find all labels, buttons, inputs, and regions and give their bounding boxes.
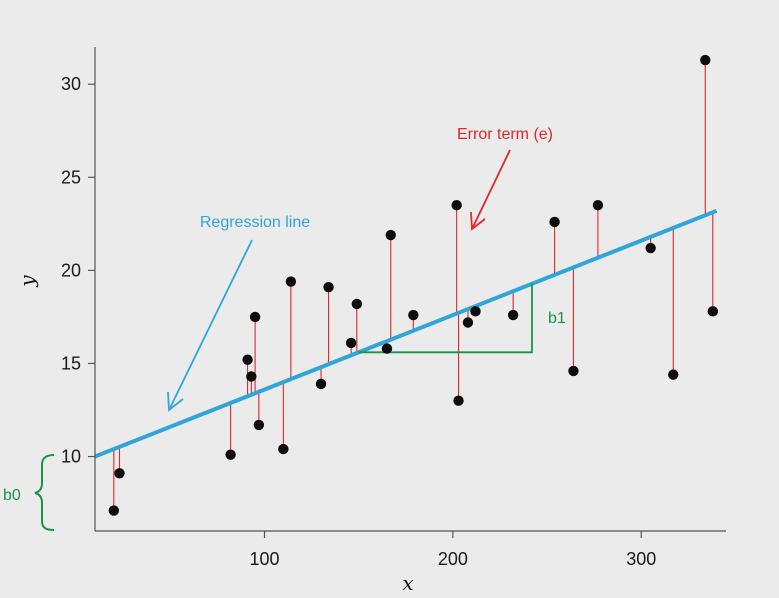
data-point	[315, 378, 327, 390]
data-point	[253, 419, 265, 431]
data-point	[278, 443, 289, 455]
y-tick-label: 10	[61, 447, 81, 467]
error-arrow	[472, 149, 511, 228]
data-point	[114, 468, 125, 479]
y-tick-label: 20	[61, 260, 81, 280]
slope-triangle-lines	[358, 283, 533, 354]
error-term-label: Error term (e)	[457, 126, 553, 143]
x-tick-label: 100	[249, 549, 279, 569]
error-annotation: Error term (e)	[457, 126, 553, 231]
data-point	[470, 306, 481, 317]
data-point	[645, 242, 656, 254]
y-tick-label: 15	[61, 353, 81, 373]
slope-triangle	[358, 283, 533, 354]
regression-arrow-head	[167, 391, 184, 412]
data-point	[408, 309, 419, 321]
y-tick-label: 25	[61, 167, 81, 187]
data-point	[451, 200, 462, 211]
data-point	[668, 369, 679, 380]
intercept-label: b0	[3, 487, 21, 504]
data-point	[108, 505, 120, 516]
data-point	[246, 371, 257, 382]
data-point	[351, 298, 363, 310]
residual-lines	[113, 60, 714, 511]
data-point	[549, 216, 560, 228]
data-point	[242, 354, 253, 365]
data-point	[225, 449, 236, 460]
x-tick-label: 200	[438, 549, 468, 569]
data-point	[323, 281, 334, 293]
x-tick-label: 300	[626, 549, 656, 569]
intercept-annotation: b0	[3, 454, 55, 531]
regression-line-label: Regression line	[200, 214, 310, 231]
slope-label: b1	[548, 310, 566, 327]
x-axis-title: x	[402, 571, 413, 595]
data-point	[453, 395, 464, 406]
data-point	[700, 54, 711, 66]
data-point	[381, 343, 393, 354]
data-point	[592, 200, 604, 211]
data-point	[707, 306, 719, 317]
regression-line-group	[94, 208, 718, 459]
data-point	[249, 311, 261, 323]
data-point	[507, 309, 519, 321]
data-point	[345, 337, 357, 349]
regression-arrow	[169, 239, 253, 409]
axes	[94, 47, 726, 532]
y-axis-title: y	[15, 275, 39, 288]
regression-line	[94, 208, 718, 459]
error-arrow-head	[470, 211, 486, 231]
data-point	[285, 276, 297, 287]
data-point	[385, 229, 396, 241]
data-point	[568, 365, 579, 377]
regression-annotation: Regression line	[167, 214, 310, 412]
y-tick-label: 30	[61, 74, 81, 94]
ticks: 100 200 300 10 15 20 25 30	[61, 74, 656, 569]
intercept-brace	[34, 454, 55, 531]
data-point	[462, 317, 474, 328]
data-points	[108, 54, 719, 516]
